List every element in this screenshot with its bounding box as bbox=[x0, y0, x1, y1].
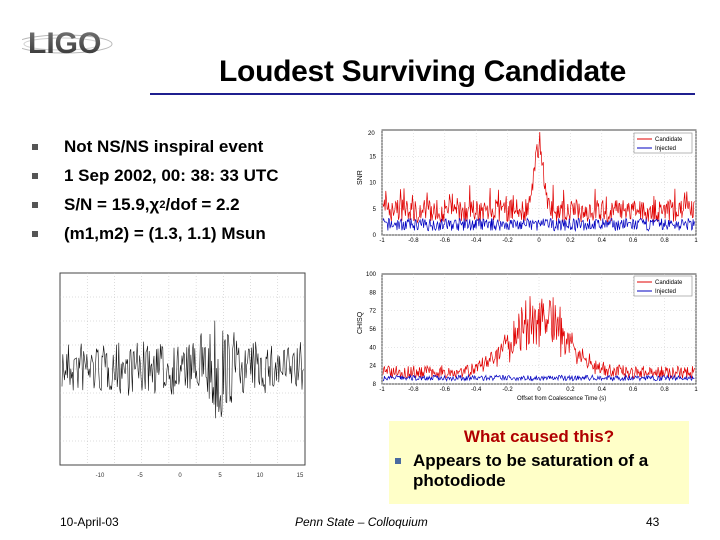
snr-ytick-top: 20 bbox=[368, 131, 375, 137]
snr-injected-line bbox=[382, 217, 695, 233]
title-block: Loudest Surviving Candidate bbox=[150, 55, 695, 95]
snr-plot: SNR 20 15 10 5 0 -1 -0.8 -0.6 -0.4 -0.2 0 0.2 0.4 0… bbox=[357, 129, 698, 244]
legend-candidate-label: Candidate bbox=[655, 280, 683, 286]
chisq-ytick: 24 bbox=[369, 364, 376, 370]
chisq-ytick: 56 bbox=[369, 327, 376, 333]
chisq-xtick: 0.2 bbox=[566, 387, 575, 393]
snr-xtick: 0.2 bbox=[566, 238, 575, 244]
chisq-xtick: -1 bbox=[379, 387, 385, 393]
strain-xtick: 5 bbox=[218, 473, 222, 479]
chisq-injected-line bbox=[382, 373, 695, 382]
legend-candidate-label: Candidate bbox=[655, 137, 683, 143]
footer-page-number: 43 bbox=[646, 515, 660, 529]
chisq-xtick: 0.8 bbox=[660, 387, 669, 393]
bullet-item: Not NS/NS inspiral event bbox=[30, 132, 279, 161]
snr-xtick: -1 bbox=[379, 238, 385, 244]
bullet-item: S/N = 15.9, χ 2/dof = 2.2 bbox=[30, 190, 279, 219]
chisq-xlabel: Offset from Coalescence Time (s) bbox=[517, 396, 606, 402]
bullet-square-icon bbox=[32, 143, 38, 150]
chisq-xtick: 1 bbox=[694, 387, 698, 393]
strain-xtick: 0 bbox=[178, 473, 182, 479]
chisq-ytick: 8 bbox=[373, 382, 377, 388]
snr-xtick: 1 bbox=[694, 238, 698, 244]
chisq-xtick: 0.4 bbox=[598, 387, 607, 393]
snr-ytick: 10 bbox=[369, 181, 376, 187]
strain-xtick: 10 bbox=[257, 473, 264, 479]
chisq-xtick: 0 bbox=[537, 387, 541, 393]
snr-legend: Candidate Injected bbox=[633, 132, 693, 154]
strain-trace bbox=[61, 320, 304, 419]
ligo-logo: LIGO bbox=[22, 27, 113, 60]
chisq-xtick: -0.8 bbox=[408, 387, 419, 393]
chisq-ytick: 40 bbox=[369, 345, 376, 351]
snr-ytick: 0 bbox=[373, 233, 377, 239]
legend-injected-label: Injected bbox=[655, 289, 676, 295]
chisq-xtick: -0.4 bbox=[471, 387, 482, 393]
snr-xtick: -0.8 bbox=[408, 238, 419, 244]
bullet-item: (m1,m2) = (1.3, 1.1) Msun bbox=[30, 219, 279, 248]
snr-xtick: 0 bbox=[537, 238, 541, 244]
title-underline bbox=[150, 93, 695, 95]
bullet-item: 1 Sep 2002, 00: 38: 33 UTC bbox=[30, 161, 279, 190]
chisq-candidate-line bbox=[382, 296, 695, 380]
chisq-ylabel: CHISQ bbox=[357, 311, 364, 334]
strain-time-series-plot: -10 -5 0 5 10 15 bbox=[59, 272, 306, 479]
chisq-legend: Candidate Injected bbox=[633, 275, 693, 297]
bullet-square-icon bbox=[32, 230, 38, 237]
snr-candidate-line bbox=[382, 131, 695, 224]
legend-injected-label: Injected bbox=[655, 146, 676, 152]
snr-xtick: -0.4 bbox=[471, 238, 482, 244]
snr-xtick: 0.8 bbox=[660, 238, 669, 244]
callout-body: Appears to be saturation of a photodiode bbox=[395, 451, 689, 491]
strain-xtick: -10 bbox=[96, 473, 105, 479]
snr-xtick: 0.4 bbox=[598, 238, 607, 244]
chisq-xtick: -0.2 bbox=[502, 387, 513, 393]
footer-date: 10-April-03 bbox=[60, 515, 119, 529]
bullet-list: Not NS/NS inspiral event 1 Sep 2002, 00:… bbox=[30, 132, 279, 248]
strain-xtick: 15 bbox=[297, 473, 304, 479]
snr-xtick: -0.2 bbox=[502, 238, 513, 244]
bullet-square-icon bbox=[395, 458, 401, 464]
page-title: Loudest Surviving Candidate bbox=[219, 55, 626, 88]
callout-title: What caused this? bbox=[463, 427, 615, 446]
chisq-plot: CHISQ 100 88 72 56 40 24 8 -1 -0.8 -0.6 -0.4 -0.2… bbox=[357, 272, 698, 402]
chisq-ytick-top: 100 bbox=[366, 272, 377, 278]
chisq-ytick: 72 bbox=[369, 309, 376, 315]
snr-ytick: 15 bbox=[369, 154, 376, 160]
strain-xtick: -5 bbox=[137, 473, 143, 479]
snr-xtick: -0.6 bbox=[440, 238, 451, 244]
chisq-xtick: -0.6 bbox=[440, 387, 451, 393]
snr-ylabel: SNR bbox=[357, 170, 364, 185]
chisq-xtick: 0.6 bbox=[629, 387, 638, 393]
bullet-square-icon bbox=[32, 201, 38, 208]
snr-xtick: 0.6 bbox=[629, 238, 638, 244]
bullet-square-icon bbox=[32, 172, 38, 179]
chisq-ytick: 88 bbox=[369, 290, 376, 296]
callout-box: What caused this? Appears to be saturati… bbox=[389, 421, 689, 504]
footer-venue: Penn State – Colloquium bbox=[295, 515, 428, 529]
snr-ytick: 5 bbox=[373, 207, 377, 213]
logo-text: LIGO bbox=[28, 27, 101, 60]
